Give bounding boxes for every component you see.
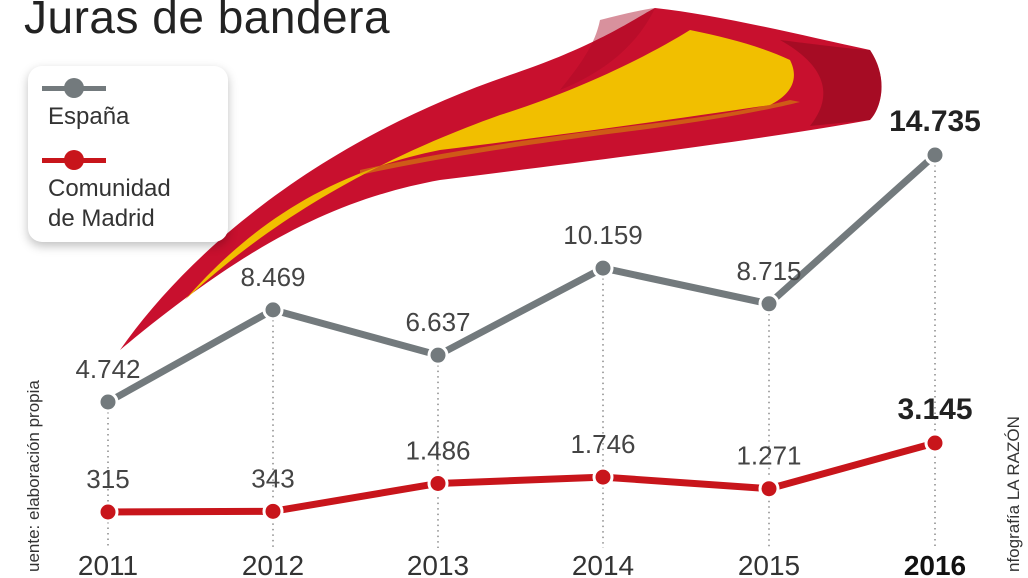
data-point-0-2016 bbox=[924, 144, 946, 166]
data-point-0-2012 bbox=[262, 299, 284, 321]
x-tick-2012: 2012 bbox=[242, 550, 304, 578]
data-label-1-2016: 3.145 bbox=[897, 393, 972, 426]
data-label-0-2015: 8.715 bbox=[736, 256, 801, 286]
data-point-0-2015 bbox=[758, 293, 780, 315]
legend-spain-label: España bbox=[48, 103, 130, 130]
data-label-1-2015: 1.271 bbox=[736, 441, 801, 471]
chart-title: Juras de bandera bbox=[24, 0, 391, 43]
x-tick-2015: 2015 bbox=[738, 550, 800, 578]
legend-madrid-symbol bbox=[42, 148, 106, 172]
data-point-1-2013 bbox=[427, 472, 449, 494]
data-label-1-2011: 315 bbox=[86, 464, 129, 494]
series-line-1 bbox=[104, 439, 939, 516]
data-point-1-2015 bbox=[758, 478, 780, 500]
data-label-1-2013: 1.486 bbox=[405, 435, 470, 465]
data-label-0-2014: 10.159 bbox=[563, 220, 643, 250]
legend-spain-symbol bbox=[42, 76, 106, 100]
data-label-0-2011: 4.742 bbox=[75, 354, 140, 384]
spanish-flag-illustration bbox=[120, 8, 882, 350]
data-point-1-2011 bbox=[97, 501, 119, 523]
data-point-0-2011 bbox=[97, 391, 119, 413]
data-label-0-2012: 8.469 bbox=[240, 262, 305, 292]
data-point-1-2014 bbox=[592, 466, 614, 488]
data-label-0-2016: 14.735 bbox=[889, 105, 981, 138]
legend-madrid-label-line2: de Madrid bbox=[48, 205, 155, 232]
data-label-1-2012: 343 bbox=[251, 463, 294, 493]
credit-note: nfografía LA RAZÓN bbox=[1004, 416, 1023, 572]
data-label-1-2014: 1.746 bbox=[570, 429, 635, 459]
x-tick-2014: 2014 bbox=[572, 550, 634, 578]
data-point-1-2012 bbox=[262, 500, 284, 522]
x-tick-2016: 2016 bbox=[904, 550, 966, 578]
data-label-0-2013: 6.637 bbox=[405, 307, 470, 337]
x-tick-2013: 2013 bbox=[407, 550, 469, 578]
data-point-0-2014 bbox=[592, 257, 614, 279]
legend: España Comunidad de Madrid bbox=[28, 66, 228, 242]
legend-madrid-label-line1: Comunidad bbox=[48, 175, 171, 202]
data-point-0-2013 bbox=[427, 344, 449, 366]
series-line-0 bbox=[104, 151, 939, 406]
x-tick-2011: 2011 bbox=[78, 550, 138, 578]
source-note: uente: elaboración propia bbox=[24, 380, 43, 572]
data-point-1-2016 bbox=[924, 432, 946, 454]
